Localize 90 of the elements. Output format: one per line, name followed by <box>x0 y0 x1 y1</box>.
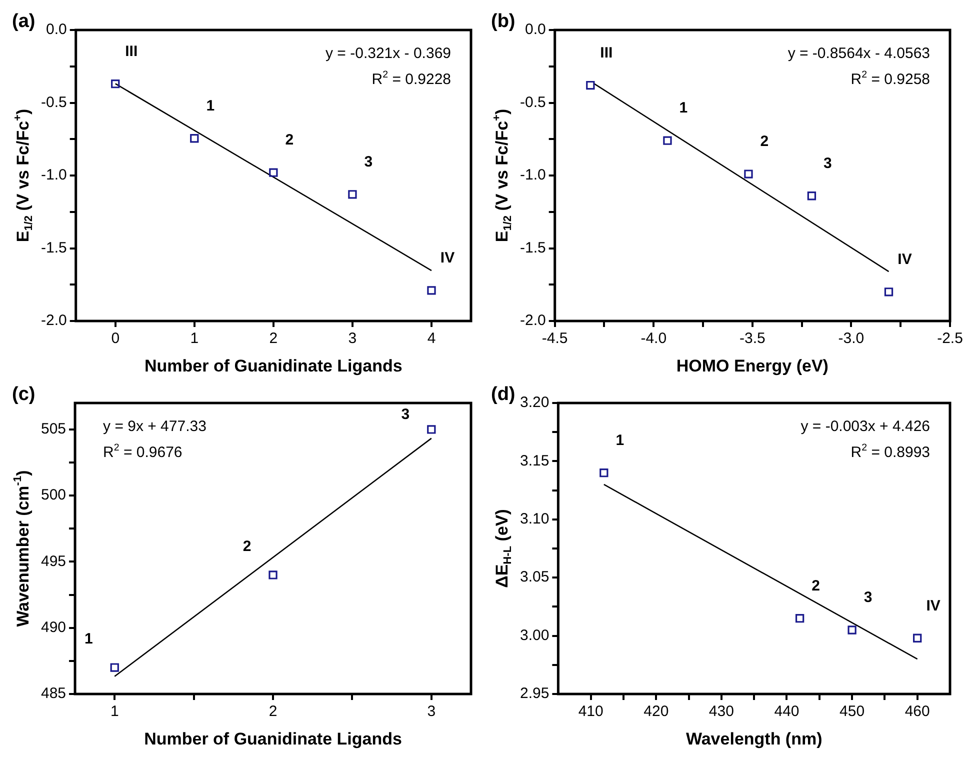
point <box>848 626 856 634</box>
y-tick-label: -2.0 <box>40 312 67 330</box>
annotation: y = -0.003x + 4.426 <box>800 418 930 436</box>
point <box>190 134 199 143</box>
y-tick-label: -0.5 <box>520 94 546 111</box>
annotation: 3 <box>401 406 410 424</box>
annotation: y = -0.8564x - 4.0563 <box>788 45 930 62</box>
y-axis-title: ΔEH-L (eV) <box>492 509 514 588</box>
point <box>744 170 753 178</box>
y-tick-label: 500 <box>40 486 66 504</box>
chart-title: (b) <box>491 11 516 32</box>
y-tick-label: -2.0 <box>520 312 546 330</box>
annotation: III <box>600 44 613 62</box>
point <box>427 425 436 434</box>
x-tick-label: 2 <box>269 330 278 348</box>
x-axis-title: HOMO Energy (eV) <box>676 356 828 376</box>
y-tick-label: -1.0 <box>520 166 546 184</box>
point <box>268 570 278 580</box>
annotation: 2 <box>285 132 294 149</box>
annotation: 2 <box>812 577 820 594</box>
y-tick-label: 3.15 <box>520 452 550 470</box>
x-tick-label: -4.5 <box>542 330 568 348</box>
x-tick-label: 1 <box>190 330 199 348</box>
x-tick-label: 3 <box>427 703 436 720</box>
chart-title: (a) <box>12 11 36 32</box>
y-tick-label: -0.5 <box>40 94 67 111</box>
y-tick-label: 490 <box>40 619 66 636</box>
annotation: y = 9x + 477.33 <box>103 418 206 436</box>
y-tick-label: -1.5 <box>40 239 67 256</box>
annotation: 2 <box>242 538 252 556</box>
y-tick-label: 0.0 <box>46 21 67 38</box>
x-tick-label: 2 <box>268 703 278 720</box>
annotation: y = -0.321x - 0.369 <box>326 45 452 62</box>
chart-title: (d) <box>491 384 516 406</box>
point <box>269 168 278 177</box>
annotation: 1 <box>206 98 215 115</box>
point <box>427 286 436 295</box>
y-tick-label: 2.95 <box>520 685 550 702</box>
point <box>884 288 894 296</box>
point <box>110 663 119 672</box>
point <box>600 468 608 478</box>
point <box>586 80 595 90</box>
y-tick-label: 505 <box>40 420 66 438</box>
point <box>348 190 357 199</box>
x-axis-title: Wavelength (nm) <box>686 730 822 749</box>
x-tick-label: 3 <box>348 330 357 348</box>
y-tick-label: -1.5 <box>520 239 546 256</box>
annotation: 1 <box>84 630 93 648</box>
y-tick-label: 0.0 <box>524 21 546 38</box>
x-axis-title: Number of Guanidinate Ligands <box>144 730 402 749</box>
annotation: 3 <box>364 154 373 171</box>
y-tick-label: 3.10 <box>520 510 550 528</box>
x-tick-label: -3.5 <box>739 330 766 348</box>
point <box>795 614 804 623</box>
annotation: 1 <box>616 432 624 449</box>
x-tick-label: 4 <box>427 330 436 348</box>
annotation: 2 <box>760 133 769 150</box>
y-tick-label: 495 <box>40 552 66 570</box>
x-tick-label: 1 <box>110 703 119 720</box>
x-axis-title: Number of Guanidinate Ligands <box>144 356 402 376</box>
annotation: IV <box>440 250 455 267</box>
x-tick-label: -4.0 <box>640 330 667 348</box>
point <box>111 80 120 88</box>
x-tick-label: -3.0 <box>838 330 864 348</box>
x-tick-label: 410 <box>578 703 604 720</box>
annotation: III <box>125 42 138 60</box>
x-tick-label: 450 <box>840 703 865 720</box>
y-tick-label: 3.20 <box>520 394 550 412</box>
annotation: 3 <box>864 589 872 606</box>
y-axis-title: Wavenumber (cm-1) <box>12 470 33 627</box>
x-tick-label: 420 <box>644 703 669 720</box>
y-tick-label: 3.05 <box>520 568 550 586</box>
annotation: IV <box>898 251 912 268</box>
annotation: 3 <box>824 155 832 172</box>
x-tick-label: 460 <box>904 703 930 720</box>
chart-title: (c) <box>12 384 36 406</box>
y-axis-title: E1/2 (V vs Fc/Fc+) <box>12 108 36 242</box>
point <box>663 136 672 145</box>
y-tick-label: 485 <box>40 685 66 702</box>
y-tick-label: -1.0 <box>40 166 67 184</box>
annotation: 1 <box>679 100 688 117</box>
point <box>913 634 922 642</box>
y-axis-title: E1/2 (V vs Fc/Fc+) <box>491 108 514 242</box>
y-tick-label: 3.00 <box>520 626 550 644</box>
x-tick-label: 0 <box>111 330 120 348</box>
point <box>807 192 816 200</box>
x-tick-label: 440 <box>774 703 800 720</box>
x-tick-label: 430 <box>708 703 734 720</box>
x-tick-label: -2.5 <box>937 330 963 348</box>
annotation: IV <box>926 597 940 614</box>
